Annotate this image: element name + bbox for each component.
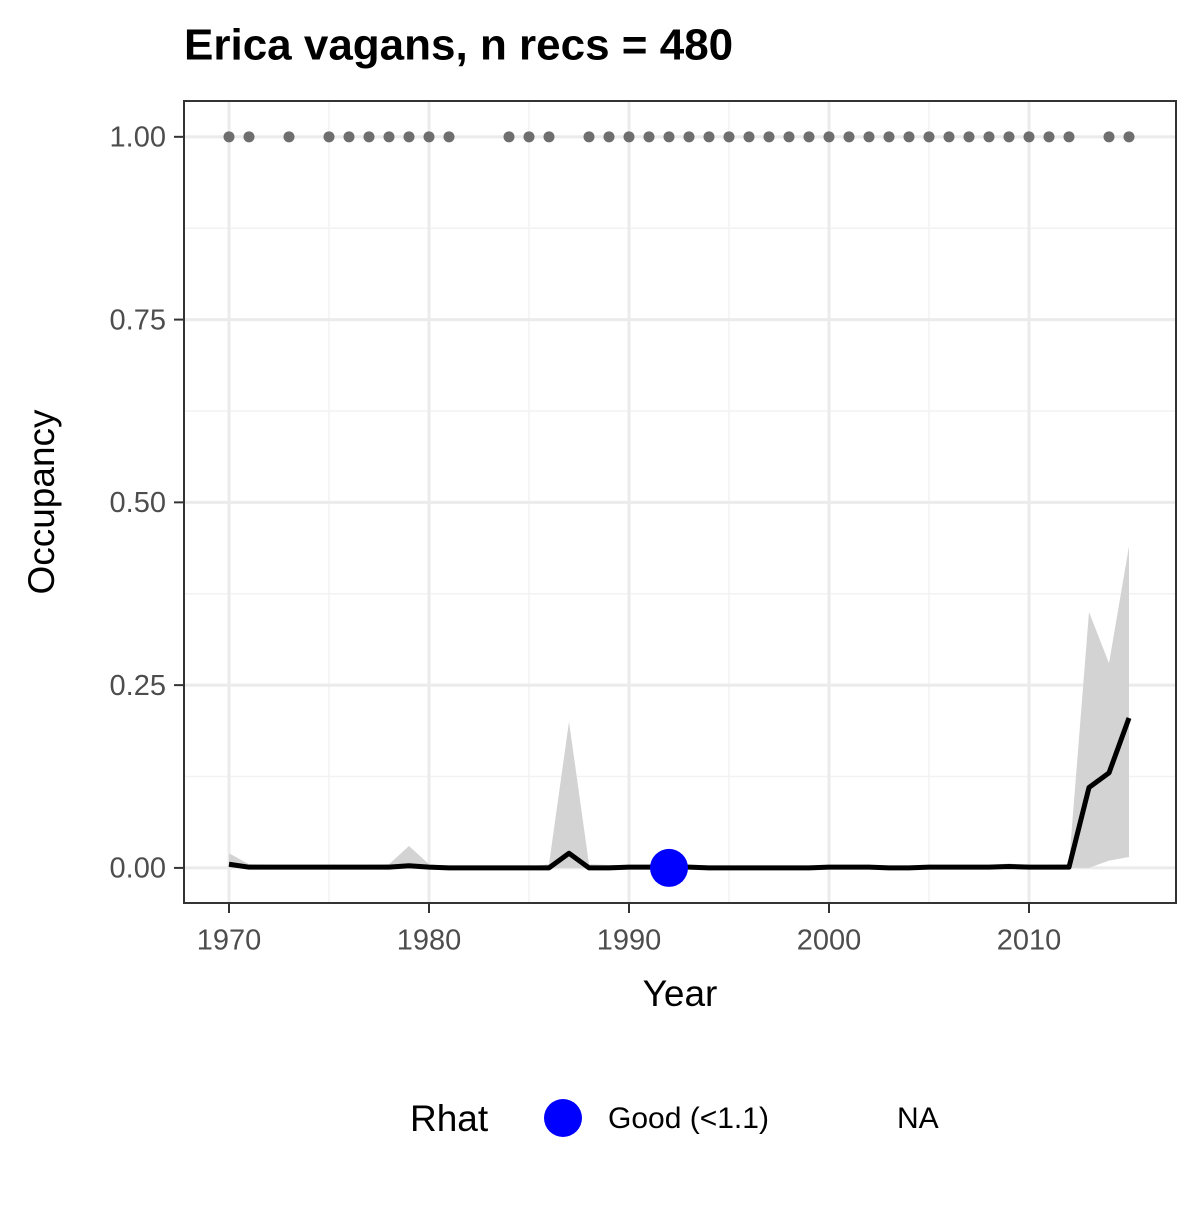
record-point — [683, 131, 695, 143]
record-point — [623, 131, 635, 143]
record-point — [843, 131, 855, 143]
y-tick-label: 0.50 — [110, 487, 166, 519]
record-point — [803, 131, 815, 143]
record-point — [323, 131, 335, 143]
record-point — [543, 131, 555, 143]
legend-title: Rhat — [410, 1098, 489, 1139]
legend-key — [544, 1099, 582, 1137]
record-point — [1063, 131, 1075, 143]
record-point — [643, 131, 655, 143]
x-tick-label: 1990 — [597, 925, 662, 957]
x-tick-label: 1970 — [197, 925, 262, 957]
record-point — [583, 131, 595, 143]
record-point — [903, 131, 915, 143]
record-point — [863, 131, 875, 143]
record-point — [283, 131, 295, 143]
record-point — [1043, 131, 1055, 143]
record-point — [723, 131, 735, 143]
y-axis-title: Occupancy — [21, 409, 62, 595]
record-point — [923, 131, 935, 143]
record-point — [823, 131, 835, 143]
record-point — [983, 131, 995, 143]
x-axis-title: Year — [643, 973, 718, 1014]
record-point — [763, 131, 775, 143]
rhat-point — [650, 848, 688, 887]
legend-label: NA — [897, 1102, 939, 1135]
record-point — [1003, 131, 1015, 143]
x-tick-label: 2000 — [797, 925, 862, 957]
record-point — [663, 131, 675, 143]
record-point — [1103, 131, 1115, 143]
panel-border — [183, 100, 1177, 904]
record-point — [963, 131, 975, 143]
record-point — [603, 131, 615, 143]
record-point — [743, 131, 755, 143]
record-point — [1123, 131, 1135, 143]
record-point — [363, 131, 375, 143]
record-point — [443, 131, 455, 143]
y-tick-label: 0.25 — [110, 670, 166, 702]
record-point — [343, 131, 355, 143]
record-point — [703, 131, 715, 143]
record-point — [503, 131, 515, 143]
chart-title: Erica vagans, n recs = 480 — [184, 21, 733, 70]
record-point — [223, 131, 235, 143]
y-tick-label: 1.00 — [110, 121, 166, 153]
y-tick-label: 0.75 — [110, 304, 166, 336]
record-point — [943, 131, 955, 143]
legend-label: Good (<1.1) — [608, 1102, 769, 1135]
record-point — [403, 131, 415, 143]
record-point — [783, 131, 795, 143]
record-point — [523, 131, 535, 143]
record-point — [383, 131, 395, 143]
x-tick-label: 2010 — [997, 925, 1062, 957]
record-point — [1023, 131, 1035, 143]
record-point — [243, 131, 255, 143]
record-point — [423, 131, 435, 143]
record-point — [883, 131, 895, 143]
x-tick-label: 1980 — [397, 925, 462, 957]
y-tick-label: 0.00 — [110, 853, 166, 885]
